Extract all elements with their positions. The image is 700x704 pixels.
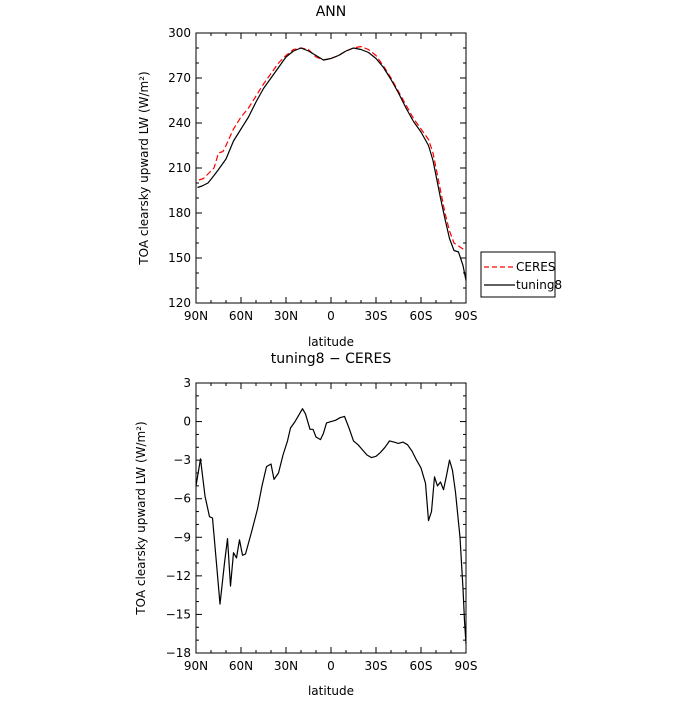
x-tick-label: 30S	[365, 309, 388, 323]
x-tick-label: 90S	[455, 659, 478, 673]
x-tick-label: 90N	[184, 659, 208, 673]
bottom-chart-y-axis-label: TOA clearsky upward LW (W/m²)	[134, 421, 148, 615]
y-tick-label: −15	[166, 607, 191, 621]
y-tick-label: 0	[183, 415, 191, 429]
top-chart-legend: CERES tuning8	[480, 251, 562, 298]
top-chart-ticks: 120 150 180 210 240 270 300 90N 60N 30N 0 30S 60S 90S	[168, 26, 477, 323]
bottom-chart-title: tuning8 − CERES	[271, 351, 392, 367]
legend-label-ceres: CERES	[516, 260, 556, 274]
legend-box	[480, 251, 556, 298]
y-tick-label: −3	[173, 453, 191, 467]
x-tick-label: 0	[327, 659, 335, 673]
y-tick-label: 120	[168, 296, 191, 310]
series-line-ceres	[198, 45, 466, 253]
top-chart-title: ANN	[316, 4, 347, 20]
y-tick-label: 180	[168, 206, 191, 220]
bottom-chart-x-axis-label: latitude	[308, 684, 354, 698]
x-tick-label: 60S	[410, 659, 433, 673]
x-tick-label: 90N	[184, 309, 208, 323]
x-tick-label: 60N	[229, 309, 253, 323]
x-tick-label: 30N	[274, 659, 298, 673]
y-tick-label: −9	[173, 530, 191, 544]
top-chart-y-axis-label: TOA clearsky upward LW (W/m²)	[137, 71, 151, 265]
y-tick-label: 300	[168, 26, 191, 40]
y-tick-label: 150	[168, 251, 191, 265]
y-tick-label: 270	[168, 71, 191, 85]
bottom-chart-ticks: −18 −15 −12 −9 −6 −3 0 3 90N 60N 30N 0 30S 60S 90S	[166, 376, 478, 673]
x-tick-label: 30S	[365, 659, 388, 673]
bottom-chart-series	[195, 408, 467, 645]
y-tick-label: 3	[183, 376, 191, 390]
y-tick-label: −18	[166, 646, 191, 660]
series-line-difference	[195, 408, 467, 645]
legend-label-tuning8: tuning8	[516, 278, 562, 292]
top-chart-x-axis-label: latitude	[308, 335, 354, 349]
y-tick-label: −12	[166, 569, 191, 583]
x-tick-label: 0	[327, 309, 335, 323]
y-tick-label: −6	[173, 492, 191, 506]
top-chart-panel: ANN TOA clearsky upward LW (W/m²) latitu…	[137, 4, 562, 349]
x-tick-label: 90S	[455, 309, 478, 323]
series-line-tuning8	[197, 47, 467, 281]
top-chart-series	[197, 45, 467, 281]
y-tick-label: 240	[168, 116, 191, 130]
x-tick-label: 60N	[229, 659, 253, 673]
bottom-chart-panel: tuning8 − CERES TOA clearsky upward LW (…	[134, 351, 477, 698]
x-tick-label: 30N	[274, 309, 298, 323]
x-tick-label: 60S	[410, 309, 433, 323]
y-tick-label: 210	[168, 161, 191, 175]
